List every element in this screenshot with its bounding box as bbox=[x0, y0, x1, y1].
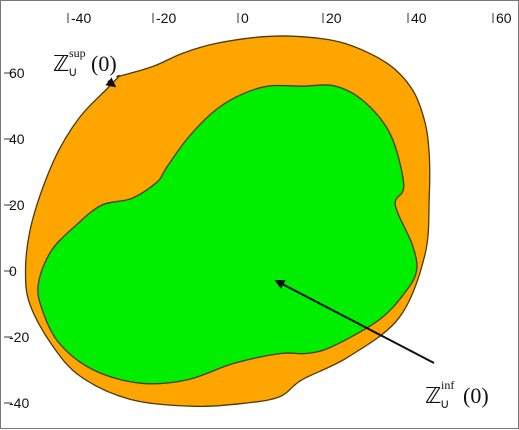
annotation-z-symbol: ℤ bbox=[53, 51, 69, 76]
x-tick-label: -40 bbox=[71, 10, 91, 26]
x-tick-label: 20 bbox=[326, 10, 342, 26]
annotation-argument: (0) bbox=[91, 51, 117, 76]
annotation-arrow bbox=[274, 279, 435, 364]
y-tick-label: 40 bbox=[9, 131, 25, 147]
y-tick-label: 60 bbox=[9, 65, 25, 81]
annotation-inf: ℤ∪ inf (0) bbox=[274, 279, 489, 411]
annotation-argument: (0) bbox=[463, 383, 489, 408]
annotation-sup: ℤ∪ sup (0) bbox=[53, 46, 117, 88]
y-tick-label: 0 bbox=[9, 263, 17, 279]
region-inf-area bbox=[37, 84, 418, 385]
x-tick-label: 0 bbox=[241, 10, 249, 26]
x-tick-label: -20 bbox=[156, 10, 176, 26]
y-tick-label: -20 bbox=[9, 329, 29, 345]
annotation-union-subscript: ∪ bbox=[440, 396, 450, 411]
y-tick-label: 20 bbox=[9, 197, 25, 213]
annotation-inf-superscript: inf bbox=[441, 378, 454, 392]
annotation-union-subscript: ∪ bbox=[68, 64, 78, 79]
x-tick-label: 60 bbox=[496, 10, 512, 26]
y-tick-label: -40 bbox=[9, 395, 29, 411]
annotation-sup-superscript: sup bbox=[69, 46, 86, 60]
annotation-arrow bbox=[105, 77, 117, 88]
x-tick-label: 40 bbox=[411, 10, 427, 26]
annotation-z-symbol: ℤ bbox=[425, 383, 441, 408]
